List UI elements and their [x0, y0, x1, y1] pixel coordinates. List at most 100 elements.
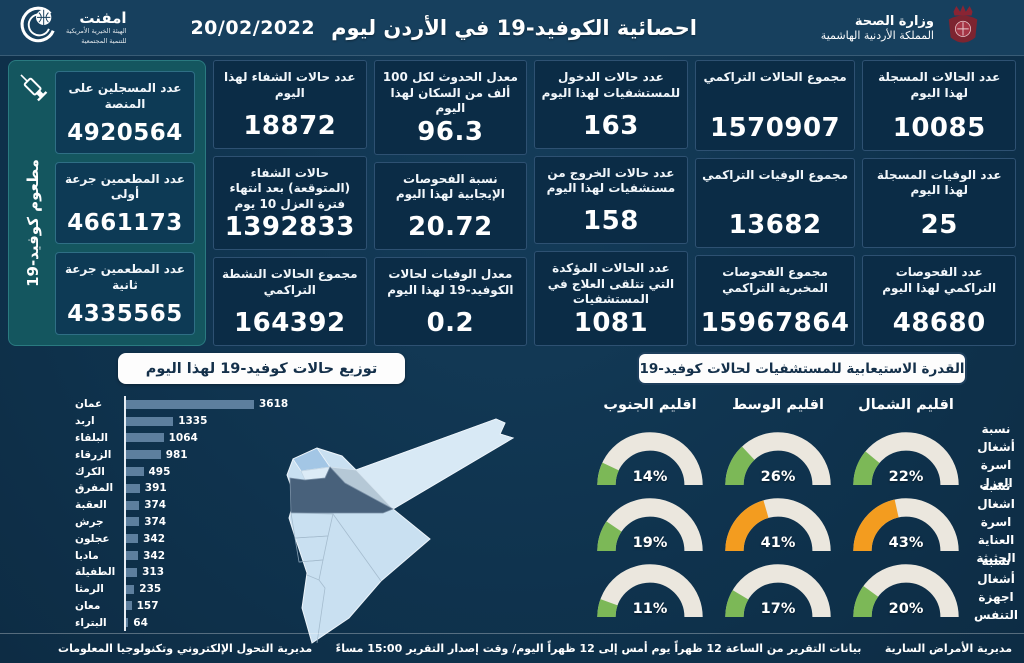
hospital-capacity-section: القدرة الاستيعابية للمستشفيات لحالات كوف… — [586, 352, 1019, 622]
footer-report-time-note: بيانات التقرير من الساعة 12 ظهراً يوم أم… — [335, 642, 862, 655]
bar-category-label: المفرق — [75, 482, 114, 495]
bar-category-label: مادبا — [75, 549, 99, 562]
bar-chart-row: البتراء 64 — [70, 614, 320, 632]
stat-card-label: مجموع الوفيات التراكمي — [702, 167, 849, 182]
bar — [126, 567, 138, 577]
vaccine-card-label: عدد المسجلين على المنصة — [68, 81, 182, 111]
bar — [126, 483, 140, 493]
page-title: احصائية الكوفيد-19 في الأردن ليوم — [331, 15, 697, 40]
bar-value-label: 374 — [144, 499, 167, 512]
vaccine-card-value: 4920564 — [67, 119, 183, 146]
gauge-cell: 41% — [714, 493, 842, 552]
gauge-value-label: 26% — [760, 469, 796, 485]
gauge-row-label: نسبة اشغال اسرة العناية الحثيثة — [976, 479, 1016, 565]
stat-card-value: 20.72 — [407, 212, 493, 243]
bar-category-label: معان — [75, 599, 101, 612]
bar-chart-row: البلقاء 1064 — [70, 429, 320, 447]
bar-cell: 391 — [124, 479, 320, 497]
stat-card-label: حالات الشفاء (المتوقعة) بعد انتهاء فترة … — [229, 165, 351, 211]
vaccine-card-value: 4335565 — [67, 301, 183, 328]
bar-chart-row: الزرقاء 981 — [70, 446, 320, 464]
vaccine-card-label: عدد المطعمين جرعة ثانية — [64, 262, 186, 292]
bar — [126, 416, 174, 426]
stat-card-value: 15967864 — [700, 308, 850, 339]
bar-cell: 374 — [124, 513, 320, 531]
stat-card: عدد الوفيات المسجلة لهذا اليوم 25 — [862, 157, 1016, 249]
bar-chart-row: عجلون 342 — [70, 530, 320, 548]
bar-value-label: 1064 — [168, 431, 198, 444]
bar-category-label: الكرك — [75, 465, 105, 478]
bar — [126, 450, 161, 460]
capacity-title: القدرة الاستيعابية للمستشفيات لحالات كوف… — [637, 352, 967, 385]
bar-category-label: الزرقاء — [75, 448, 112, 461]
bar-category-label: اربد — [75, 415, 95, 428]
stat-card-value: 164392 — [234, 308, 346, 338]
gauge-14-percent: 14% — [596, 431, 704, 486]
stat-card-value: 10085 — [892, 112, 986, 143]
gauge-43-percent: 43% — [852, 497, 960, 552]
bar-chart-row: الكرك 495 — [70, 463, 320, 480]
gauge-value-label: 17% — [760, 601, 796, 617]
bar-value-label: 235 — [139, 583, 162, 596]
gauge-11-percent: 11% — [596, 563, 704, 618]
stat-card: عدد الحالات المؤكدة التي تتلقى العلاج في… — [534, 251, 688, 346]
kingdom-name: المملكة الأردنية الهاشمية — [820, 28, 934, 42]
bar-cell: 64 — [124, 614, 320, 632]
vaccine-card-label: عدد المطعمين جرعة أولى — [64, 171, 186, 202]
vaccine-cards: عدد المسجلين على المنصة 4920564 عدد المطعم… — [55, 71, 195, 336]
bar-value-label: 313 — [142, 566, 165, 579]
jordan-map — [233, 412, 573, 656]
stat-card-value: 13682 — [728, 210, 822, 241]
bar-category-label: البلقاء — [75, 431, 108, 444]
header-title-group: احصائية الكوفيد-19 في الأردن ليوم 20/02/… — [190, 16, 697, 40]
gauge-cell: 11% — [586, 559, 714, 618]
stat-card-label: عدد حالات الشفاء لهذا اليوم — [224, 70, 356, 100]
footer-right-directorate: مديرية الأمراض السارية — [884, 642, 1012, 655]
stat-card-value: 25 — [920, 210, 958, 241]
gauge-value-label: 22% — [888, 469, 924, 485]
stat-card-label: عدد حالات الخروج من مستشفيات لهذا اليوم — [546, 165, 676, 196]
stat-card-label: عدد الحالات المسجلة لهذا اليوم — [878, 70, 1001, 100]
stat-column: عدد حالات الشفاء لهذا اليوم 18872 حالات ال… — [213, 60, 367, 346]
stat-column: معدل الحدوث لكل 100 ألف من السكان لهذا ا… — [373, 60, 528, 346]
stat-column: عدد حالات الدخول للمستشفيات لهذا اليوم 16… — [534, 60, 688, 346]
bar-value-label: 495 — [148, 465, 171, 478]
stat-card-value: 0.2 — [426, 308, 475, 338]
gauge-value-label: 19% — [632, 535, 668, 551]
bar-chart-row: الطفيلة 313 — [70, 563, 320, 581]
stat-card-label: عدد حالات الدخول للمستشفيات لهذا اليوم — [541, 70, 681, 100]
stat-card-value: 18872 — [243, 110, 337, 141]
stat-card: عدد حالات الشفاء لهذا اليوم 18872 — [213, 60, 367, 149]
stat-card: مجموع الوفيات التراكمي 13682 — [694, 157, 856, 249]
bar — [126, 399, 254, 409]
jordan-coat-of-arms-icon — [944, 3, 982, 53]
stat-card: عدد حالات الدخول للمستشفيات لهذا اليوم 16… — [534, 60, 688, 149]
syringe-icon — [15, 69, 51, 109]
amvet-subtitle-1: الهيئة الخيرية الأمريكية — [66, 27, 127, 36]
bar-value-label: 342 — [143, 532, 166, 545]
gauge-17-percent: 17% — [724, 563, 832, 618]
governorate-bar-chart: عمان 3618 اربد 1335 البلقاء 1064 الزرقاء 981 الك… — [70, 396, 320, 632]
stat-card-value: 158 — [583, 206, 639, 237]
bar — [126, 601, 132, 611]
stat-card-value: 96.3 — [417, 116, 484, 147]
ministry-logo: وزارة الصحة المملكة الأردنية الهاشمية — [821, 3, 982, 53]
gauge-cell: 17% — [714, 559, 842, 618]
amvet-subtitle-2: للتنمية المجتمعية — [81, 36, 127, 45]
gauge-row-label: نسبة أشغال اجهزة التنفس — [974, 554, 1019, 622]
stat-column: مجموع الحالات التراكمي 1570907 مجموع الوفي… — [694, 60, 856, 347]
vaccine-card-value: 4661173 — [67, 210, 183, 237]
bar-category-label: جرش — [75, 515, 104, 528]
bar — [126, 551, 139, 561]
gauge-41-percent: 41% — [724, 497, 832, 552]
bar-chart-row: عمان 3618 — [70, 396, 320, 413]
bar-value-label: 1335 — [178, 415, 208, 428]
stat-card-label: معدل الحدوث لكل 100 ألف من السكان لهذا ا… — [382, 70, 518, 116]
bar-chart-row: الرمثا 235 — [70, 580, 320, 598]
gauge-grid: اقليم الجنوب اقليم الوسط اقليم الشمال 14% 26… — [586, 397, 1019, 622]
stat-card-value: 48680 — [892, 308, 986, 339]
gauge-cell: 22% — [842, 427, 970, 486]
bar-cell: 374 — [124, 496, 320, 514]
stat-card-value: 1081 — [573, 308, 649, 338]
stat-card-label: مجموع الحالات التراكمي — [703, 70, 847, 84]
